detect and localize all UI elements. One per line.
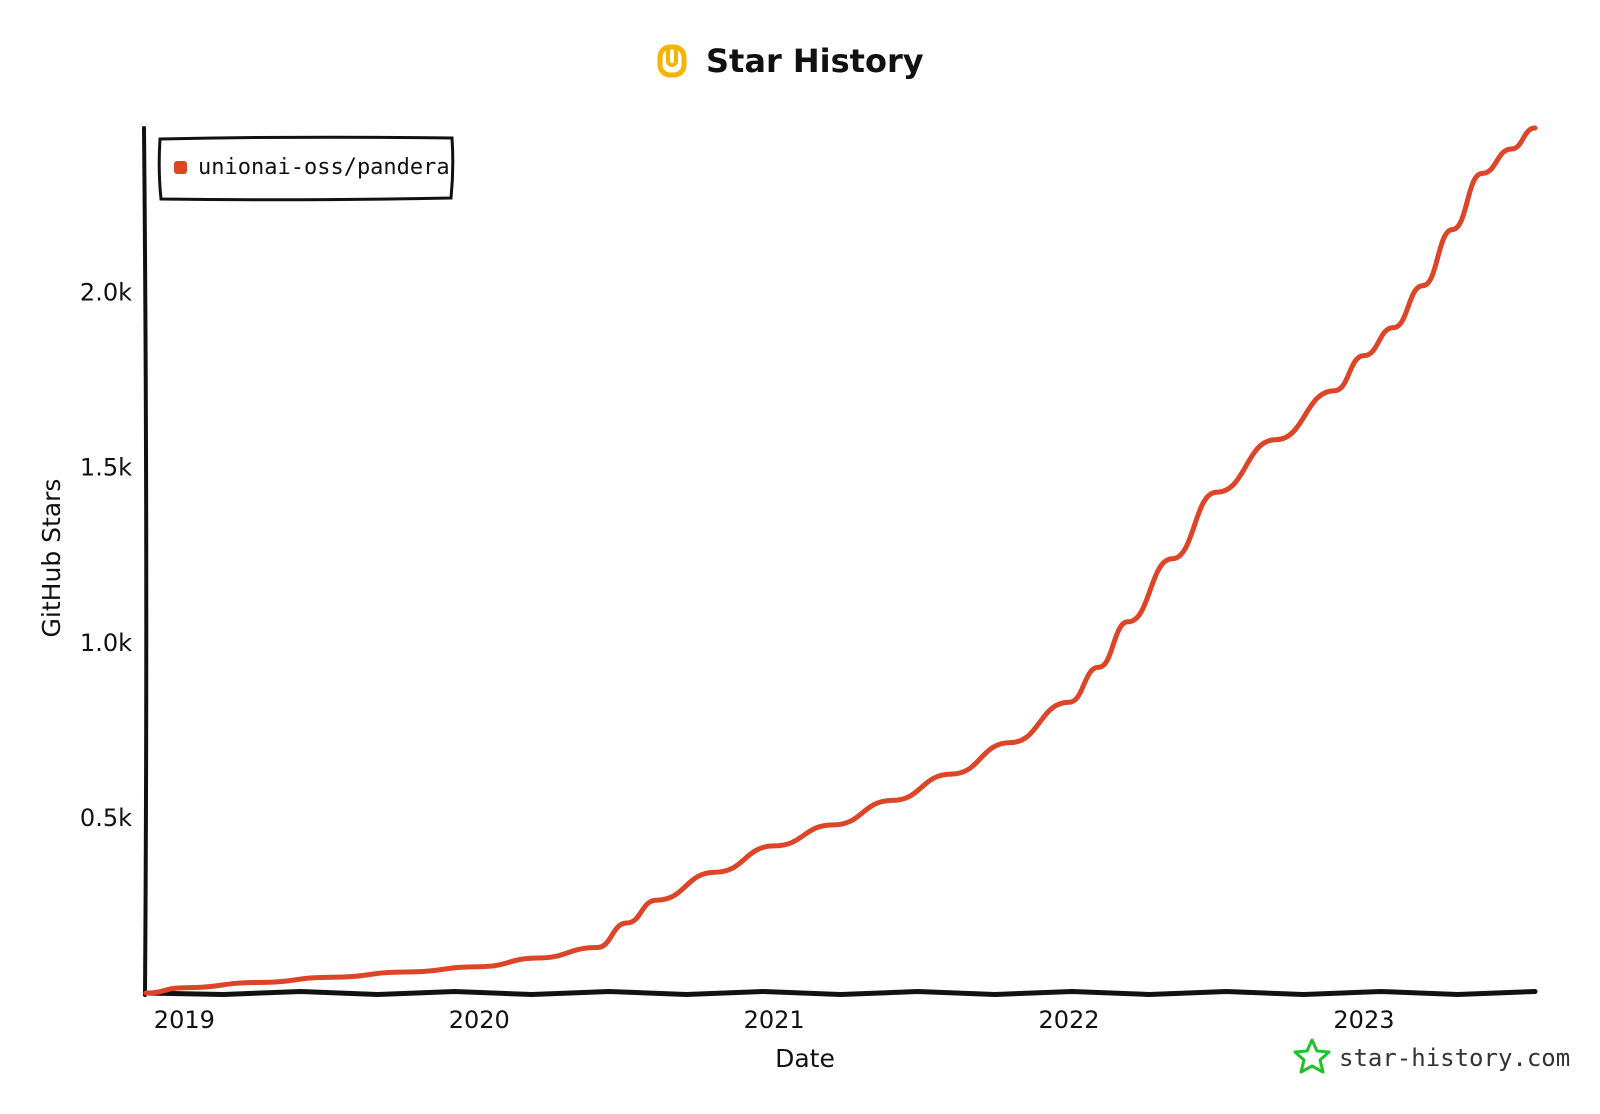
legend[interactable]: unionai-oss/pandera <box>157 135 455 202</box>
watermark[interactable]: star-history.com <box>1293 1038 1570 1074</box>
x-axis-label: Date <box>775 1044 835 1073</box>
y-axis-line <box>142 126 149 997</box>
star-history-logo-icon <box>657 44 687 78</box>
chart-title-group: Star History <box>657 42 924 80</box>
y-tick-label: 1.5k <box>80 454 132 482</box>
x-tick-label: 2020 <box>449 1006 510 1034</box>
y-axis-label: GitHub Stars <box>37 479 66 638</box>
x-tick-label: 2023 <box>1333 1006 1394 1034</box>
chart-title: Star History <box>706 42 924 80</box>
legend-label: unionai-oss/pandera <box>198 155 450 180</box>
legend-swatch <box>174 161 187 174</box>
legend-box <box>157 135 455 202</box>
x-tick-label: 2019 <box>154 1006 215 1034</box>
x-axis-line <box>143 988 1538 998</box>
axes-group <box>142 126 1538 998</box>
y-tick-label: 2.0k <box>80 279 132 307</box>
y-tick-labels: 0.5k 1.0k 1.5k 2.0k <box>80 279 132 832</box>
star-outline-icon <box>1293 1038 1331 1074</box>
x-tick-labels: 2019 2020 2021 2022 2023 <box>154 1006 1395 1034</box>
x-tick-label: 2022 <box>1039 1006 1100 1034</box>
series-layer <box>143 125 1538 996</box>
y-tick-label: 1.0k <box>80 629 132 657</box>
x-tick-label: 2021 <box>744 1006 805 1034</box>
series-line <box>143 125 1538 996</box>
watermark-text: star-history.com <box>1339 1044 1570 1072</box>
y-tick-label: 0.5k <box>80 804 132 832</box>
